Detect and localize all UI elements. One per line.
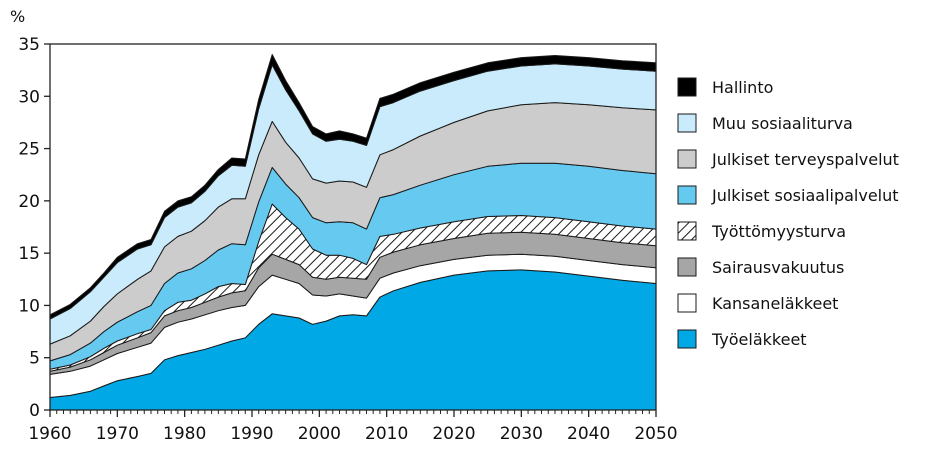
legend-label: Työeläkkeet	[711, 330, 807, 349]
legend: Hallinto Muu sosiaaliturva Julkiset tervey…	[677, 77, 899, 349]
x-tick-label: 1990	[230, 424, 273, 444]
legend-swatch	[677, 77, 697, 97]
legend-swatch	[677, 293, 697, 313]
legend-label: Muu sosiaaliturva	[712, 114, 853, 133]
legend-swatch	[677, 329, 697, 349]
y-unit-label: %	[10, 7, 25, 26]
legend-label: Julkiset terveyspalvelut	[711, 150, 899, 169]
y-tick-label: 30	[18, 87, 40, 107]
y-tick-label: 25	[18, 140, 40, 160]
legend-label: Sairausvakuutus	[712, 258, 844, 277]
legend-swatch	[677, 113, 697, 133]
x-tick-label: 1960	[28, 424, 71, 444]
x-tick-label: 2040	[567, 424, 610, 444]
legend-label: Julkiset sosiaalipalvelut	[711, 186, 899, 205]
legend-label: Kansaneläkkeet	[712, 294, 838, 313]
stacked-areas	[49, 54, 657, 411]
y-tick-label: 0	[29, 401, 40, 421]
x-tick-label: 2010	[365, 424, 408, 444]
legend-swatch	[677, 221, 697, 241]
x-tick-label: 2020	[432, 424, 475, 444]
legend-swatch	[677, 257, 697, 277]
legend-label: Hallinto	[712, 78, 773, 97]
axes: 0 5 10 15 20 25 30 35 1960 1970 1980 1990 2000 2010 20…	[18, 35, 677, 444]
x-tick-label: 2000	[298, 424, 341, 444]
x-tick-label: 1980	[163, 424, 206, 444]
y-tick-label: 15	[18, 244, 40, 264]
x-tick-label: 2050	[634, 424, 677, 444]
y-tick-label: 20	[18, 192, 40, 212]
x-tick-label: 2030	[500, 424, 543, 444]
legend-label: Työttömyysturva	[711, 222, 846, 241]
legend-swatch	[677, 185, 697, 205]
x-tick-label: 1970	[96, 424, 139, 444]
legend-swatch	[677, 149, 697, 169]
y-tick-label: 5	[29, 349, 40, 369]
y-tick-label: 10	[18, 296, 40, 316]
y-tick-label: 35	[18, 35, 40, 55]
